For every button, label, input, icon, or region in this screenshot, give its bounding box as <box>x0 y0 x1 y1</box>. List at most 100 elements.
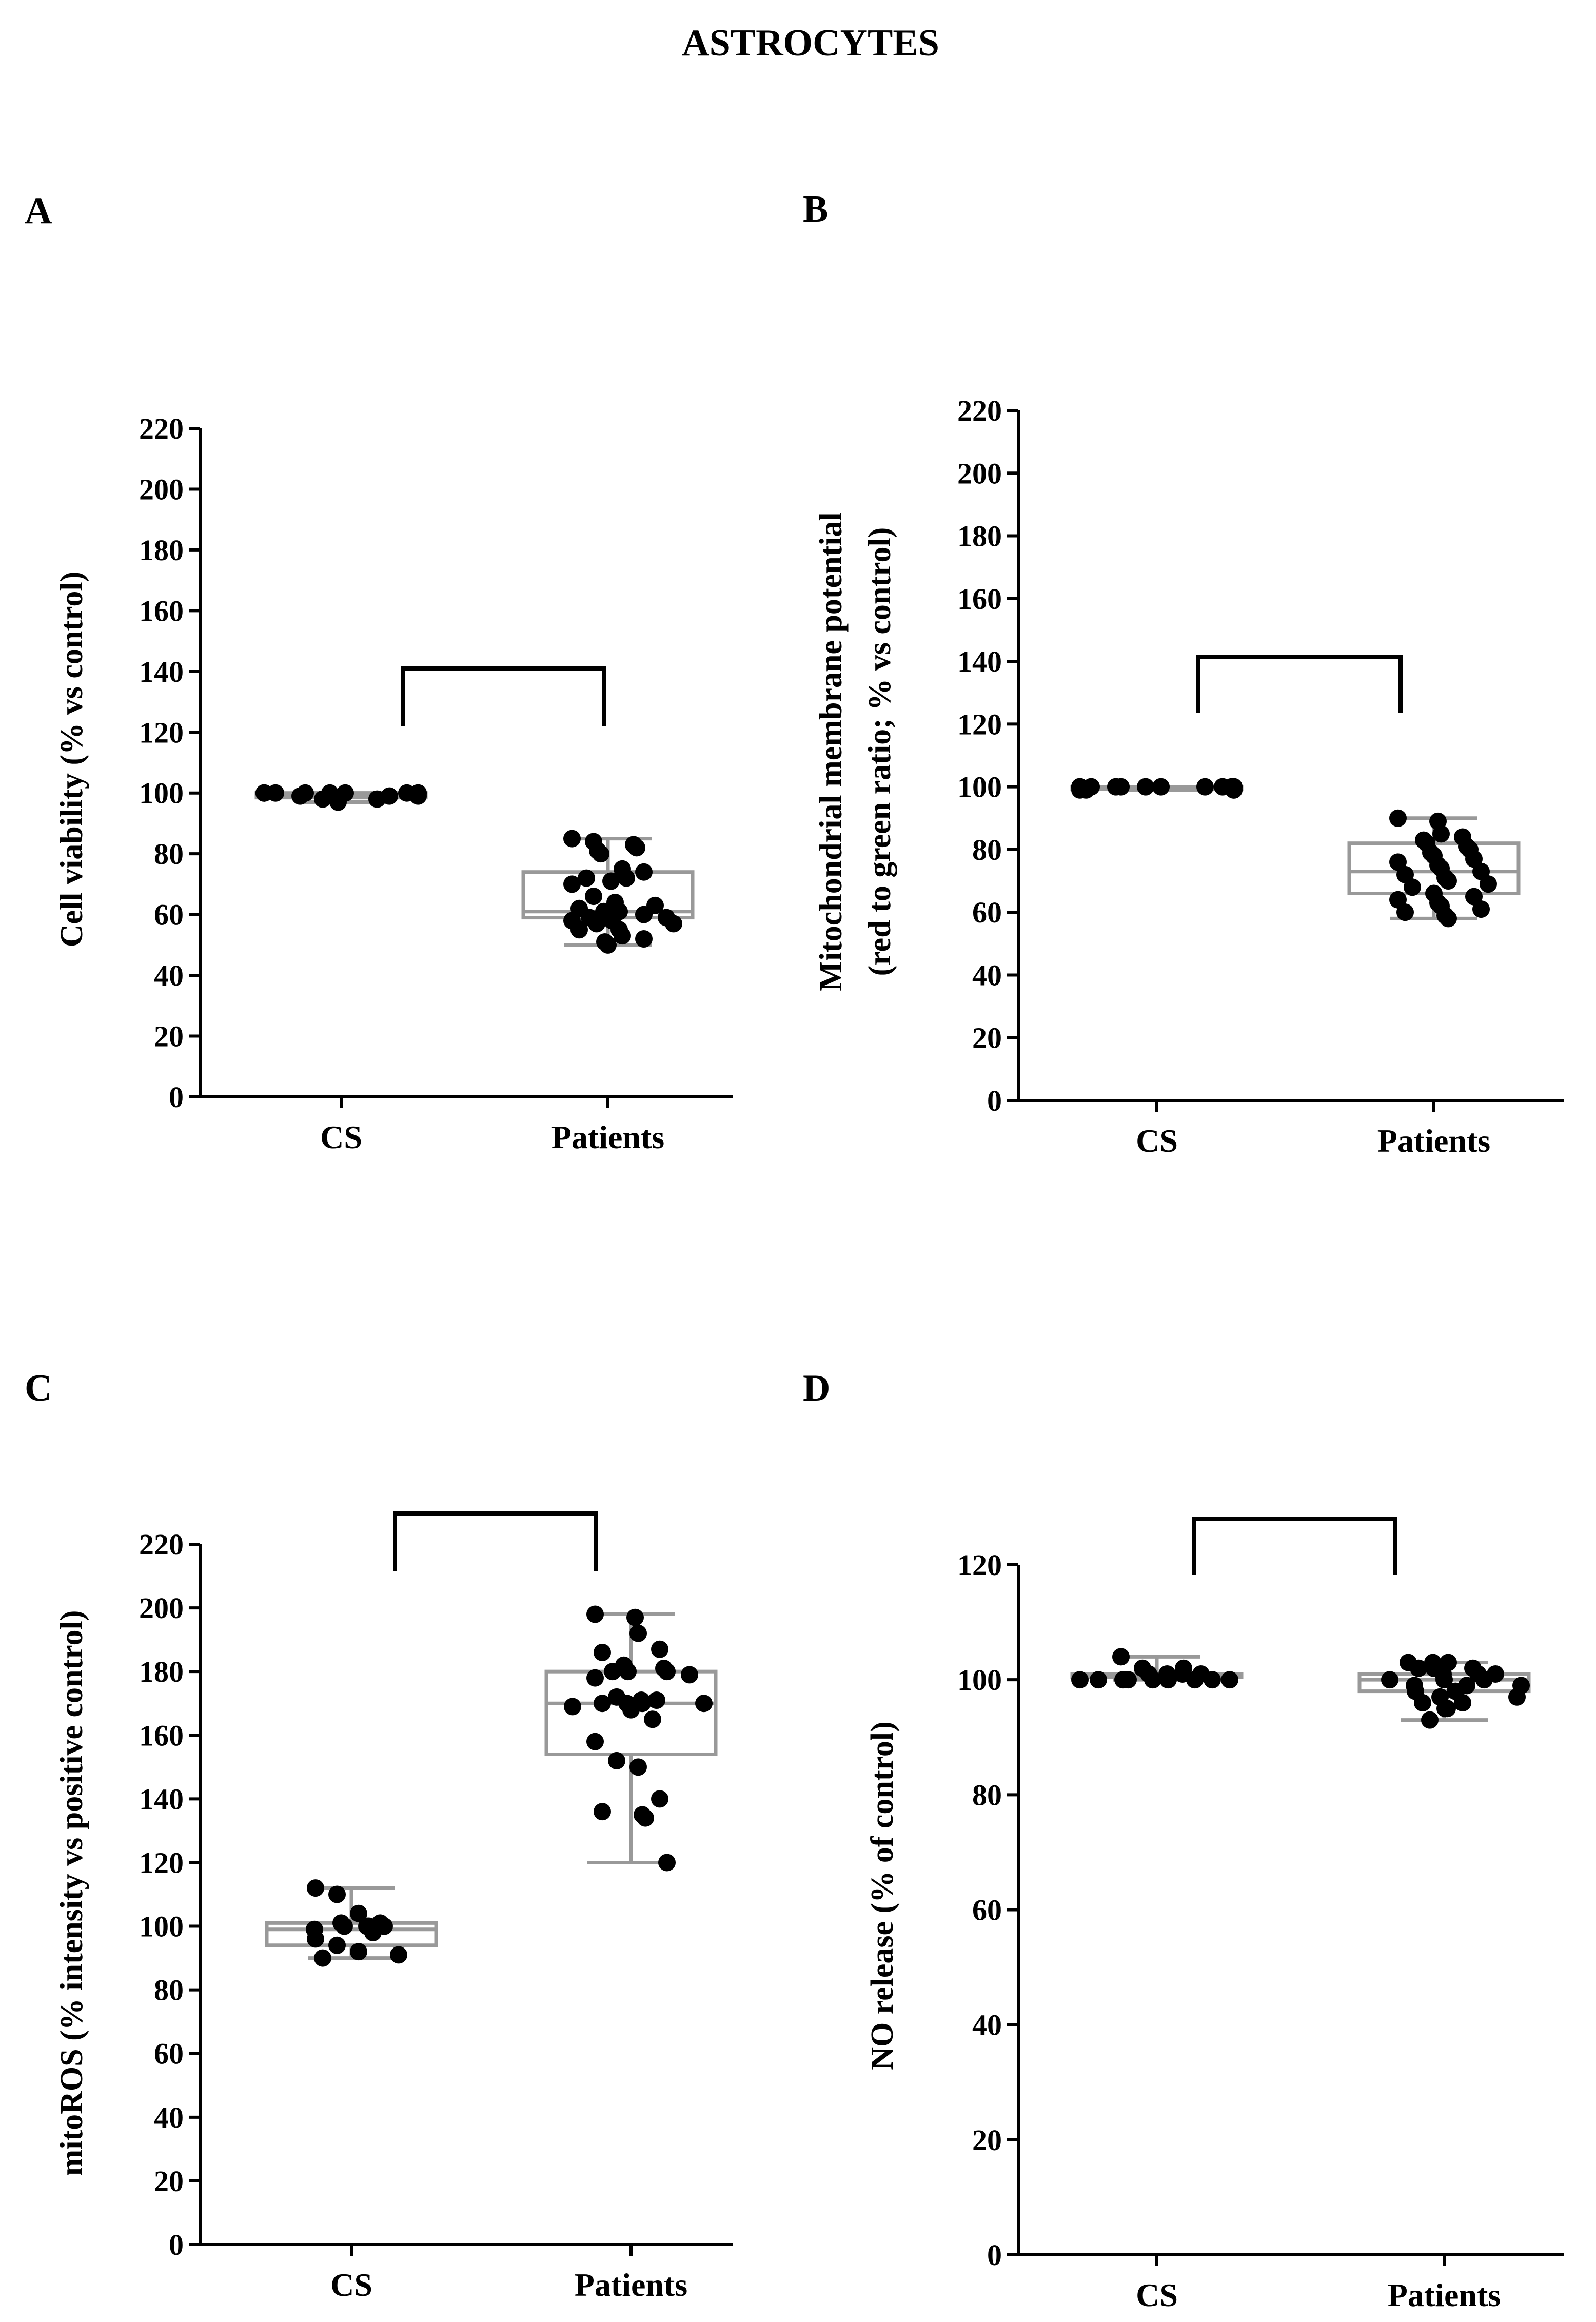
data-point <box>618 869 635 887</box>
data-point <box>1071 778 1089 796</box>
y-tick-label: 40 <box>972 2009 1002 2042</box>
y-tick-label: 100 <box>957 771 1002 804</box>
data-point <box>594 1803 611 1821</box>
data-point <box>651 1790 668 1808</box>
y-tick-label: 40 <box>972 958 1002 992</box>
data-point <box>586 1733 604 1750</box>
data-point <box>644 1710 661 1728</box>
series-patients <box>544 1605 718 1872</box>
data-point <box>1404 878 1421 896</box>
data-point <box>1410 1659 1427 1677</box>
y-tick-label: 0 <box>169 1080 184 1114</box>
data-point <box>255 784 273 802</box>
data-point <box>350 1904 367 1922</box>
y-tick-label: 100 <box>139 777 184 810</box>
data-point <box>1137 778 1154 796</box>
y-tick-label: 200 <box>957 457 1002 490</box>
panel-label-c: C <box>25 1367 52 1409</box>
y-tick-label: 220 <box>139 412 184 445</box>
data-point <box>629 1758 647 1776</box>
panel-label-a: A <box>25 190 52 232</box>
series-patients <box>1357 1654 1531 1729</box>
data-point <box>329 793 347 811</box>
data-point <box>658 1854 676 1872</box>
data-point <box>1225 778 1243 796</box>
data-point <box>1440 910 1457 928</box>
data-point <box>1436 1700 1454 1718</box>
data-point <box>578 869 595 887</box>
data-point <box>622 1701 640 1719</box>
y-axis-title: Cell viability (% vs control) <box>54 572 89 947</box>
data-point <box>314 790 331 808</box>
x-tick-label: Patients <box>551 1119 664 1155</box>
data-point <box>614 927 631 945</box>
data-point <box>681 1666 698 1684</box>
data-point <box>390 1946 407 1964</box>
data-point <box>570 921 588 939</box>
data-point <box>599 936 617 954</box>
data-point <box>1175 1659 1192 1677</box>
data-point <box>1140 1665 1157 1683</box>
y-tick-label: 80 <box>154 1974 184 2007</box>
x-tick-label: Patients <box>1377 1123 1490 1159</box>
data-point <box>586 1605 604 1623</box>
data-point <box>1435 1671 1453 1689</box>
significance-bracket <box>1196 655 1403 713</box>
data-point <box>586 1669 604 1687</box>
y-tick-label: 60 <box>154 898 184 932</box>
data-point <box>350 1943 367 1961</box>
data-point <box>336 1917 353 1935</box>
data-point <box>1192 1665 1210 1683</box>
data-point <box>1454 1694 1471 1711</box>
data-point <box>604 1663 621 1681</box>
data-point <box>1421 1711 1439 1729</box>
y-axis-title: mitoROS (% intensity vs positive control… <box>54 1610 89 2176</box>
y-tick-label: 100 <box>957 1663 1002 1697</box>
data-point <box>592 845 609 863</box>
data-point <box>594 1695 611 1713</box>
data-point <box>648 1691 665 1709</box>
series-cs <box>265 1879 438 1967</box>
panel-label-b: B <box>803 188 828 230</box>
x-tick-label: CS <box>320 1119 362 1155</box>
data-point <box>628 839 645 857</box>
y-tick-label: 0 <box>987 1084 1002 1117</box>
chart-panel-c: 0 20 40 60 80 100 120 140 160 180 200 220 CS Patients… <box>54 1511 733 2303</box>
y-tick-label: 120 <box>957 1548 1002 1582</box>
data-point <box>1381 1671 1398 1689</box>
y-tick-label: 60 <box>154 2037 184 2071</box>
data-point <box>588 915 605 933</box>
data-point <box>1475 1671 1493 1689</box>
data-point <box>635 863 653 881</box>
y-tick-label: 180 <box>139 534 184 567</box>
x-tick-label: Patients <box>1388 2277 1501 2313</box>
series-patients <box>1347 809 1521 928</box>
data-point <box>1152 778 1170 796</box>
y-tick-label: 200 <box>139 473 184 506</box>
y-axis-title: NO release (% of control) <box>865 1721 900 2070</box>
y-tick-label: 140 <box>139 1782 184 1816</box>
significance-bracket <box>393 1511 598 1571</box>
chart-panel-d: 0 20 40 60 80 100 120 CS Patients NO release (% o… <box>865 1517 1564 2313</box>
data-point <box>1472 900 1490 918</box>
data-point <box>1432 825 1450 843</box>
series-cs <box>1070 778 1244 799</box>
y-tick-label: 20 <box>154 1020 184 1053</box>
data-point <box>1221 1671 1238 1689</box>
y-axis-title: (red to green ratio; % vs control) <box>862 527 897 976</box>
data-point <box>1414 1694 1431 1711</box>
y-tick-label: 120 <box>139 1846 184 1879</box>
y-tick-label: 220 <box>139 1528 184 1561</box>
y-tick-label: 80 <box>972 833 1002 867</box>
data-point <box>1440 872 1457 890</box>
y-tick-label: 80 <box>154 837 184 871</box>
y-tick-label: 20 <box>972 2123 1002 2157</box>
y-tick-label: 80 <box>972 1778 1002 1812</box>
x-tick-label: CS <box>1136 2277 1178 2313</box>
data-point <box>585 888 602 906</box>
y-tick-label: 60 <box>972 1894 1002 1927</box>
x-tick-label: Patients <box>575 2267 687 2303</box>
data-point <box>1159 1671 1177 1689</box>
